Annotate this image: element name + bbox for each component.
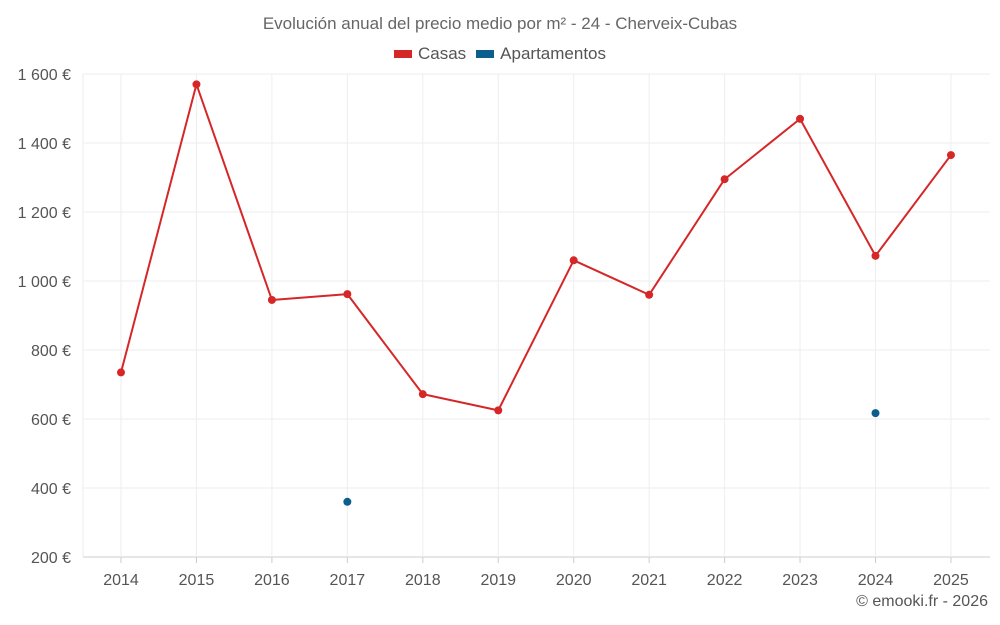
legend: Casas Apartamentos	[0, 44, 1000, 64]
grid-layer	[82, 73, 990, 558]
legend-item-apartamentos[interactable]: Apartamentos	[476, 44, 606, 64]
y-tick-label: 200 €	[31, 550, 71, 567]
data-point-casas-2022	[720, 175, 729, 184]
data-point-casas-2015	[192, 80, 201, 89]
series-layer	[117, 80, 955, 506]
x-tick-label: 2021	[631, 572, 667, 589]
x-tick-label: 2020	[556, 572, 592, 589]
x-tick-label: 2015	[179, 572, 215, 589]
data-point-casas-2024	[871, 251, 880, 260]
x-tick-label: 2023	[782, 572, 818, 589]
data-point-casas-2017	[343, 290, 352, 299]
data-point-apartamentos-2024	[871, 409, 880, 418]
legend-swatch-apartamentos	[476, 50, 495, 58]
data-point-casas-2025	[946, 151, 955, 160]
x-tick-label: 2019	[480, 572, 516, 589]
y-tick-label: 1 400 €	[18, 136, 71, 153]
y-tick-label: 400 €	[31, 481, 71, 498]
chart-title: Evolución anual del precio medio por m² …	[262, 14, 738, 33]
axis-layer: 200 € 400 € 600 € 800 € 1 000 € 1 200 € 1 400 …	[18, 67, 969, 589]
data-point-apartamentos-2017	[343, 497, 352, 506]
x-tick-label: 2024	[858, 572, 894, 589]
legend-label-apartamentos: Apartamentos	[500, 44, 607, 63]
series-line-casas	[120, 83, 952, 412]
x-tick-label: 2016	[254, 572, 290, 589]
x-tick-label: 2018	[405, 572, 441, 589]
credit-text: © emooki.fr - 2026	[856, 593, 988, 610]
y-tick-label: 800 €	[31, 343, 71, 360]
x-tick-label: 2014	[103, 572, 139, 589]
legend-item-casas[interactable]: Casas	[393, 44, 467, 64]
data-point-casas-2020	[569, 256, 578, 265]
x-tick-label: 2022	[707, 572, 743, 589]
legend-label-casas: Casas	[417, 44, 467, 63]
data-point-casas-2014	[117, 368, 125, 377]
y-tick-label: 600 €	[31, 412, 71, 429]
data-point-casas-2019	[494, 406, 503, 415]
x-tick-label: 2025	[933, 572, 969, 589]
y-tick-label: 1 600 €	[18, 67, 71, 84]
data-point-casas-2021	[645, 290, 654, 299]
x-tick-label: 2017	[330, 572, 366, 589]
data-point-casas-2016	[267, 295, 276, 304]
y-tick-label: 1 000 €	[18, 274, 71, 291]
legend-swatch-casas	[393, 50, 412, 58]
data-point-casas-2018	[418, 390, 427, 399]
data-point-casas-2023	[796, 114, 805, 123]
y-tick-label: 1 200 €	[18, 205, 71, 222]
